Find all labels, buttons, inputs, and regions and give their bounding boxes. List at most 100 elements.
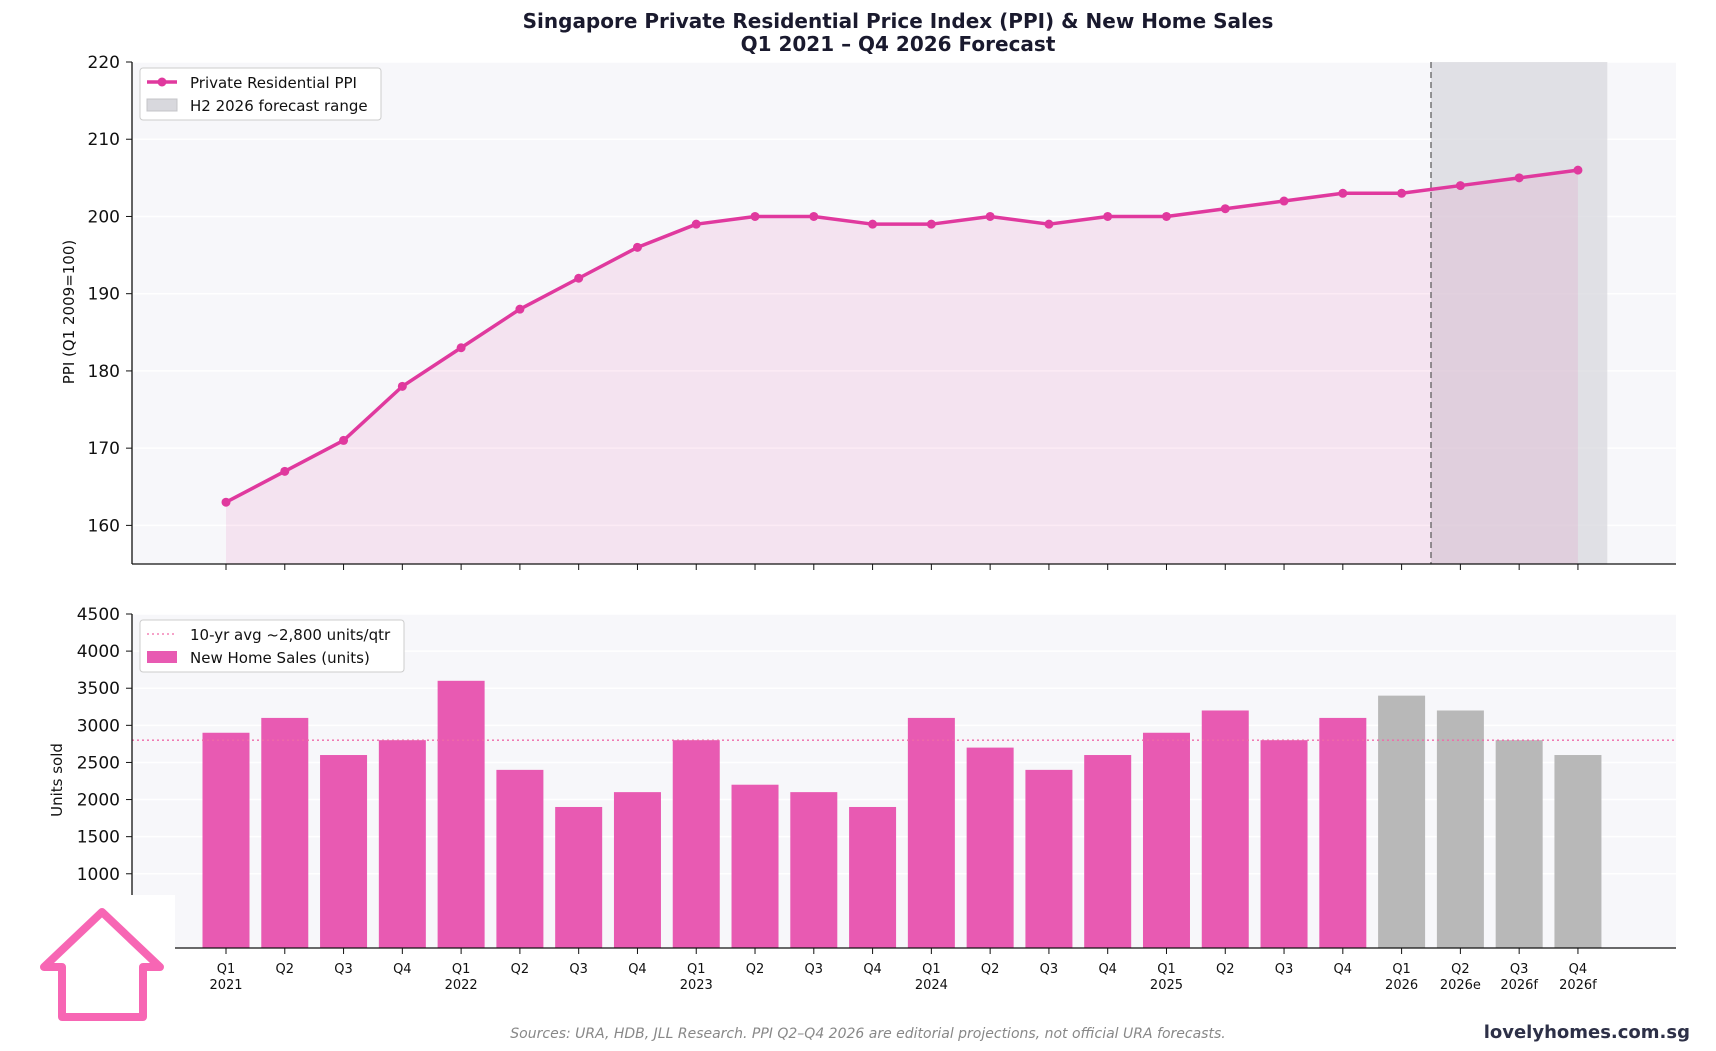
sales-x-tick-label: Q1 2021 xyxy=(209,962,242,993)
sales-bar xyxy=(1142,732,1190,948)
sales-y-tick-label: 1500 xyxy=(77,828,120,848)
sales-bar xyxy=(849,806,897,948)
sales-x-tick-line: Q1 xyxy=(1392,962,1411,977)
sales-bar xyxy=(613,792,661,948)
ppi-point xyxy=(515,304,525,314)
sales-x-tick-line: Q4 xyxy=(393,962,412,977)
sales-x-tick-line: 2026 xyxy=(1385,978,1418,993)
sales-x-tick-label: Q1 2023 xyxy=(680,962,713,993)
sales-bar xyxy=(202,732,250,948)
sales-x-tick-label: Q2 xyxy=(746,962,765,977)
sales-x-tick-line: 2024 xyxy=(915,978,948,993)
sales-bar xyxy=(320,755,368,948)
sales-bar xyxy=(966,747,1014,948)
sales-bar xyxy=(261,717,309,948)
sales-x-tick-line: Q2 xyxy=(981,962,1000,977)
forecast-legend-label: H2 2026 forecast range xyxy=(190,97,368,115)
ppi-point xyxy=(926,219,936,229)
sales-x-tick-line: Q2 xyxy=(511,962,530,977)
sales-x-tick-line: Q3 xyxy=(1275,962,1294,977)
sales-bar xyxy=(496,769,544,948)
ppi-point xyxy=(221,497,231,507)
sales-bar xyxy=(1378,695,1426,948)
sales-y-tick-label: 4000 xyxy=(77,642,120,662)
ppi-legend-marker xyxy=(157,77,167,87)
sales-bar xyxy=(1025,769,1073,948)
sales-legend-swatch xyxy=(147,651,177,663)
ppi-point xyxy=(1103,211,1113,221)
chart-subtitle: Q1 2021 – Q4 2026 Forecast xyxy=(741,32,1056,56)
sales-x-tick-line: Q3 xyxy=(569,962,588,977)
sales-x-tick-line: 2026e xyxy=(1440,978,1481,993)
ppi-y-tick-label: 180 xyxy=(88,362,120,382)
ppi-point xyxy=(985,211,995,221)
sales-bar xyxy=(1260,740,1308,948)
sales-x-tick-label: Q2 xyxy=(1216,962,1235,977)
ppi-legend-label: Private Residential PPI xyxy=(190,74,357,92)
sales-legend-label: New Home Sales (units) xyxy=(190,649,370,667)
sales-x-tick-label: Q3 2026f xyxy=(1500,962,1538,993)
sales-x-tick-label: Q3 xyxy=(569,962,588,977)
sales-x-tick-line: Q2 xyxy=(1451,962,1470,977)
avg-legend-label: 10-yr avg ~2,800 units/qtr xyxy=(190,626,391,644)
sales-bar xyxy=(672,740,720,948)
sales-x-tick-line: Q3 xyxy=(1040,962,1059,977)
sales-x-tick-line: 2022 xyxy=(445,978,478,993)
forecast-legend-swatch xyxy=(146,98,178,112)
ppi-point xyxy=(1573,165,1583,175)
ppi-point xyxy=(1514,173,1524,183)
sales-y-tick-label: 4500 xyxy=(77,605,120,625)
sales-x-tick-line: 2026f xyxy=(1500,978,1538,993)
sales-x-tick-label: Q4 xyxy=(393,962,412,977)
sales-x-tick-label: Q2 xyxy=(511,962,530,977)
ppi-point xyxy=(632,242,642,252)
brand-label: lovelyhomes.com.sg xyxy=(1484,1022,1690,1043)
sales-bar xyxy=(437,680,485,948)
logo-house-icon xyxy=(30,895,175,1030)
sales-x-tick-line: Q1 xyxy=(922,962,941,977)
sales-x-tick-label: Q1 2022 xyxy=(445,962,478,993)
ppi-point xyxy=(1161,211,1171,221)
sales-y-tick-label: 2000 xyxy=(77,791,120,811)
sales-x-tick-label: Q2 xyxy=(276,962,295,977)
sales-x-tick-label: Q2 xyxy=(981,962,1000,977)
sales-x-tick-line: Q4 xyxy=(863,962,882,977)
sales-bar xyxy=(790,792,838,948)
sales-y-tick-label: 3500 xyxy=(77,679,120,699)
ppi-panel: 160 170 180 190 200 210 220 Private Residential… xyxy=(88,53,1676,570)
ppi-y-tick-label: 160 xyxy=(88,516,120,536)
sales-x-tick-label: Q3 xyxy=(334,962,353,977)
sales-x-tick-line: Q1 xyxy=(217,962,236,977)
sales-x-tick-label: Q4 xyxy=(628,962,647,977)
ppi-point xyxy=(1044,219,1054,229)
ppi-point xyxy=(1397,188,1407,198)
sales-legend-box xyxy=(139,619,405,673)
sales-y-axis-label: Units sold xyxy=(48,743,66,817)
sales-legend: 10-yr avg ~2,800 units/qtr New Home Sales… xyxy=(139,619,405,673)
sales-y-tick-label: 1000 xyxy=(77,865,120,885)
ppi-point xyxy=(1338,188,1348,198)
sales-bar xyxy=(1495,740,1543,948)
sales-y-tick-label: 2500 xyxy=(77,753,120,773)
sales-x-tick-line: 2025 xyxy=(1150,978,1183,993)
sales-x-tick-line: Q3 xyxy=(334,962,353,977)
sales-x-tick-line: 2026f xyxy=(1559,978,1597,993)
ppi-y-tick-label: 210 xyxy=(88,130,120,150)
sales-x-tick-line: 2023 xyxy=(680,978,713,993)
ppi-point xyxy=(280,466,290,476)
sales-x-tick-label: Q3 xyxy=(805,962,824,977)
sales-x-tick-line: Q2 xyxy=(276,962,295,977)
sales-x-tick-label: Q2 2026e xyxy=(1440,962,1481,993)
sales-bar xyxy=(1319,717,1367,948)
sales-x-tick-label: Q1 2026 xyxy=(1385,962,1418,993)
sales-bar xyxy=(1436,710,1484,948)
ppi-y-tick-label: 190 xyxy=(88,285,120,305)
ppi-legend-box xyxy=(139,67,382,121)
sales-x-tick-label: Q4 xyxy=(863,962,882,977)
ppi-point xyxy=(750,211,760,221)
sales-x-tick-line: Q4 xyxy=(1334,962,1353,977)
sales-x-tick-line: Q3 xyxy=(805,962,824,977)
sales-x-tick-label: Q3 xyxy=(1040,962,1059,977)
sales-x-tick-line: Q3 xyxy=(1510,962,1529,977)
